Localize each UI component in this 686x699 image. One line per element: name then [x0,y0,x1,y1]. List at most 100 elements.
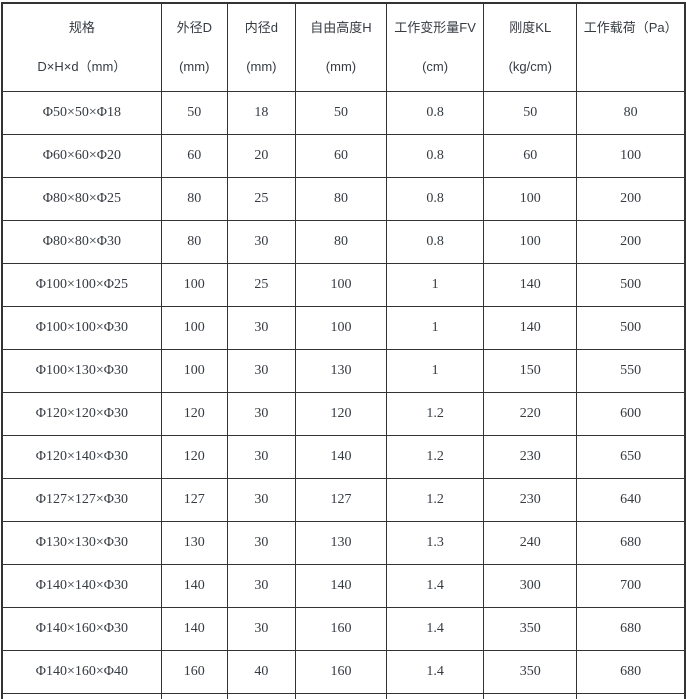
value-cell: 240 [483,520,578,565]
value-cell: 40 [226,649,296,694]
value-cell: 100 [294,305,388,350]
value-cell: 1 [386,305,485,350]
table-row: Φ140×140×Φ30 140 30 140 1.4 300 700 [1,563,686,608]
value-cell: 140 [160,606,228,651]
value-cell: 30 [226,520,296,565]
value-cell: 60 [294,133,388,178]
table-row: Φ127×127×Φ30 127 30 127 1.2 230 640 [1,477,686,522]
spec-cell: Φ130×130×Φ30 [1,520,162,565]
spec-cell: Φ120×120×Φ30 [1,391,162,436]
value-cell: 80 [160,219,228,264]
value-cell: 100 [483,176,578,221]
empty-cell [576,692,686,699]
table-body: Φ50×50×Φ18 50 18 50 0.8 50 80 Φ60×60×Φ20 60 20 60 0… [1,90,686,699]
value-cell: 550 [576,348,686,393]
table-header: 规格 D×H×d（mm） 外径D (mm) 内径d (mm) [1,2,686,92]
value-cell: 140 [483,262,578,307]
value-cell: 50 [160,90,228,135]
header-cell-inner-diameter: 内径d (mm) [226,2,296,92]
table-row: Φ80×80×Φ25 80 25 80 0.8 100 200 [1,176,686,221]
value-cell: 160 [294,649,388,694]
header-unit: (mm) [246,59,277,75]
empty-cell [386,692,485,699]
header-unit: (kg/cm) [508,59,552,75]
value-cell: 80 [294,176,388,221]
spec-cell: Φ50×50×Φ18 [1,90,162,135]
spec-cell: Φ60×60×Φ20 [1,133,162,178]
value-cell: 680 [576,649,686,694]
empty-cell [226,692,296,699]
header-label: 规格 [68,20,95,36]
header-unit: (mm) [325,59,357,75]
header-cell-working-deformation: 工作变形量FV (cm) [386,2,485,92]
header-cell-stiffness: 刚度KL (kg/cm) [483,2,578,92]
table-row: Φ100×100×Φ30 100 30 100 1 140 500 [1,305,686,350]
value-cell: 127 [294,477,388,522]
value-cell: 130 [294,348,388,393]
spec-cell: Φ140×160×Φ40 [1,649,162,694]
value-cell: 1.4 [386,649,485,694]
spec-cell: Φ80×80×Φ25 [1,176,162,221]
header-unit: D×H×d（mm） [37,59,127,75]
value-cell: 100 [160,305,228,350]
value-cell: 120 [160,434,228,479]
table-row: Φ140×160×Φ30 140 30 160 1.4 350 680 [1,606,686,651]
value-cell: 50 [294,90,388,135]
value-cell: 140 [160,563,228,608]
value-cell: 1 [386,262,485,307]
value-cell: 80 [576,90,686,135]
spec-cell: Φ100×130×Φ30 [1,348,162,393]
value-cell: 120 [294,391,388,436]
value-cell: 50 [483,90,578,135]
value-cell: 230 [483,477,578,522]
table-row: Φ130×130×Φ30 130 30 130 1.3 240 680 [1,520,686,565]
value-cell: 350 [483,649,578,694]
header-cell-free-height: 自由高度H (mm) [294,2,388,92]
value-cell: 680 [576,606,686,651]
header-cell-working-load: 工作载荷（Pa） [576,2,686,92]
header-unit: (mm) [179,59,210,75]
value-cell: 200 [576,176,686,221]
value-cell: 100 [294,262,388,307]
table-row: Φ50×50×Φ18 50 18 50 0.8 50 80 [1,90,686,135]
value-cell: 60 [483,133,578,178]
value-cell: 30 [226,477,296,522]
value-cell: 140 [483,305,578,350]
value-cell: 1 [386,348,485,393]
header-label: 工作载荷（Pa） [583,20,678,36]
value-cell: 0.8 [386,90,485,135]
value-cell: 20 [226,133,296,178]
value-cell: 1.3 [386,520,485,565]
value-cell: 650 [576,434,686,479]
value-cell: 220 [483,391,578,436]
empty-cell [294,692,388,699]
value-cell: 1.2 [386,434,485,479]
value-cell: 80 [294,219,388,264]
value-cell: 700 [576,563,686,608]
value-cell: 100 [483,219,578,264]
value-cell: 30 [226,606,296,651]
header-label: 刚度KL [509,20,552,36]
value-cell: 0.8 [386,219,485,264]
value-cell: 1.4 [386,563,485,608]
value-cell: 680 [576,520,686,565]
value-cell: 600 [576,391,686,436]
header-row: 规格 D×H×d（mm） 外径D (mm) 内径d (mm) [1,2,686,92]
spec-cell: Φ100×100×Φ25 [1,262,162,307]
value-cell: 30 [226,219,296,264]
header-label: 外径D [176,20,212,36]
header-unit: (cm) [422,59,449,75]
value-cell: 160 [294,606,388,651]
table-row: Φ140×160×Φ40 160 40 160 1.4 350 680 [1,649,686,694]
value-cell: 130 [294,520,388,565]
empty-cell [483,692,578,699]
spec-cell: Φ140×160×Φ30 [1,606,162,651]
value-cell: 500 [576,305,686,350]
table-row: Φ120×140×Φ30 120 30 140 1.2 230 650 [1,434,686,479]
value-cell: 1.2 [386,391,485,436]
spec-cell: Φ127×127×Φ30 [1,477,162,522]
value-cell: 0.8 [386,176,485,221]
value-cell: 25 [226,262,296,307]
